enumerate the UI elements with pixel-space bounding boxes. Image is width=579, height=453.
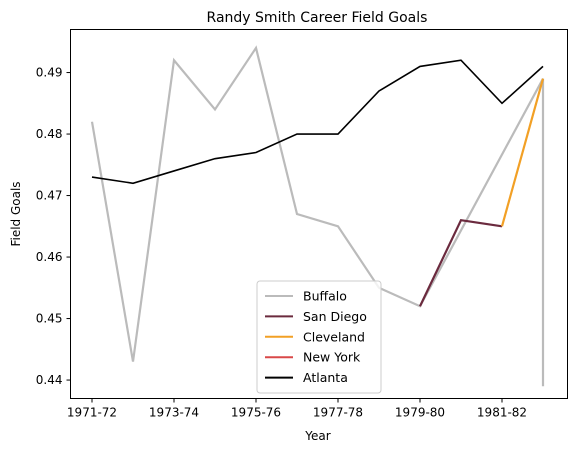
y-tick-label: 0.45 [36, 312, 63, 326]
legend-box [256, 280, 382, 394]
series-line-cleveland [500, 78, 545, 227]
series-line-atlanta [91, 59, 544, 185]
y-tick-label: 0.47 [36, 189, 63, 203]
x-tick-label: 1971-72 [67, 406, 117, 420]
y-axis: 0.44 0.45 0.46 0.47 0.48 0.49 [36, 66, 71, 387]
series-line-san-diego [419, 218, 503, 307]
legend-label: Atlanta [303, 370, 348, 385]
x-axis-label: Year [304, 429, 330, 443]
plot-frame [70, 29, 568, 399]
legend: Buffalo San Diego Cleveland New York Atlanta [256, 280, 382, 394]
legend-label: Buffalo [303, 289, 347, 304]
legend-label: Cleveland [303, 329, 365, 344]
x-tick-label: 1973-74 [149, 406, 199, 420]
chart-title: Randy Smith Career Field Goals [207, 10, 428, 26]
legend-label: New York [303, 350, 361, 365]
series-layer [90, 45, 545, 387]
legend-label: San Diego [303, 309, 367, 324]
y-tick-label: 0.44 [36, 373, 63, 387]
x-tick-label: 1981-82 [477, 406, 527, 420]
x-axis: 1971-72 1973-74 1975-76 1977-78 1979-80 1981-… [67, 398, 527, 420]
y-tick-label: 0.46 [36, 250, 63, 264]
x-tick-label: 1979-80 [395, 406, 445, 420]
y-tick-label: 0.48 [36, 127, 63, 141]
y-axis-label: Field Goals [9, 181, 23, 246]
x-tick-label: 1977-78 [313, 406, 363, 420]
series-line-buffalo [90, 45, 545, 387]
x-tick-label: 1975-76 [231, 406, 281, 420]
y-tick-label: 0.49 [36, 66, 63, 80]
